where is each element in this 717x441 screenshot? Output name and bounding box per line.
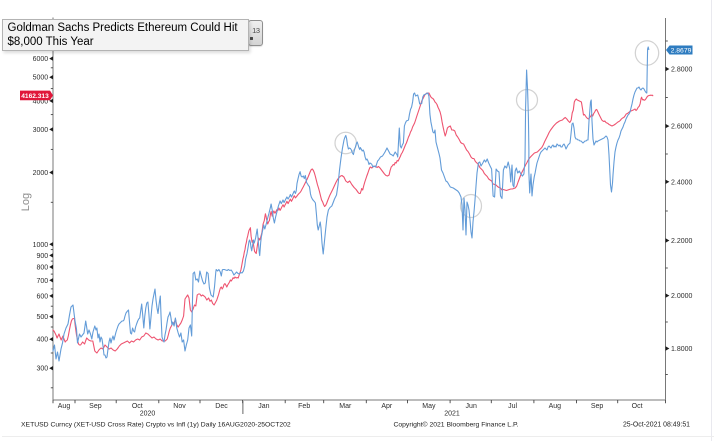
svg-text:Oct: Oct bbox=[132, 403, 143, 410]
svg-text:4162.313: 4162.313 bbox=[21, 93, 49, 100]
svg-text:600: 600 bbox=[37, 293, 49, 300]
svg-text:2.8679: 2.8679 bbox=[671, 47, 692, 54]
svg-text:Sep: Sep bbox=[591, 403, 604, 410]
svg-text:500: 500 bbox=[37, 314, 49, 321]
svg-text:2000: 2000 bbox=[33, 170, 49, 177]
svg-text:2.4000: 2.4000 bbox=[671, 179, 693, 186]
svg-text:Feb: Feb bbox=[298, 403, 310, 410]
svg-text:25-Oct-2021 08:49:51: 25-Oct-2021 08:49:51 bbox=[623, 421, 690, 428]
svg-text:Jul: Jul bbox=[508, 403, 517, 410]
svg-text:Jan: Jan bbox=[258, 403, 269, 410]
svg-text:2.0000: 2.0000 bbox=[671, 293, 693, 300]
svg-text:Mar: Mar bbox=[339, 403, 352, 410]
svg-text:Oct: Oct bbox=[632, 403, 643, 410]
svg-text:Nov: Nov bbox=[173, 403, 186, 410]
svg-text:Log: Log bbox=[20, 193, 32, 211]
svg-text:May: May bbox=[422, 403, 436, 410]
svg-text:1000: 1000 bbox=[33, 242, 49, 249]
svg-text:300: 300 bbox=[37, 366, 49, 373]
svg-text:2021: 2021 bbox=[444, 410, 460, 417]
svg-text:2020: 2020 bbox=[140, 410, 156, 417]
svg-text:1.8000: 1.8000 bbox=[671, 346, 693, 353]
svg-text:XETUSD Curncy (XET-USD Cross R: XETUSD Curncy (XET-USD Cross Rate) Crypt… bbox=[21, 421, 291, 428]
svg-text:Jun: Jun bbox=[466, 403, 477, 410]
svg-text:Sep: Sep bbox=[89, 403, 102, 410]
svg-text:Copyright© 2021 Bloomberg Fina: Copyright© 2021 Bloomberg Finance L.P. bbox=[393, 420, 518, 428]
svg-text:4000: 4000 bbox=[33, 98, 49, 105]
svg-text:2.6000: 2.6000 bbox=[671, 124, 693, 131]
svg-text:Apr: Apr bbox=[381, 403, 393, 410]
svg-text:2.2000: 2.2000 bbox=[671, 238, 693, 245]
svg-text:700: 700 bbox=[37, 278, 49, 285]
svg-text:Aug: Aug bbox=[549, 403, 562, 410]
svg-text:900: 900 bbox=[37, 253, 49, 260]
svg-text:800: 800 bbox=[37, 265, 49, 272]
svg-text:6000: 6000 bbox=[33, 56, 49, 63]
svg-text:2.8000: 2.8000 bbox=[671, 67, 693, 74]
svg-text:Aug: Aug bbox=[58, 403, 71, 410]
svg-text:3000: 3000 bbox=[33, 127, 49, 134]
svg-text:5000: 5000 bbox=[33, 75, 49, 82]
svg-text:Dec: Dec bbox=[215, 403, 228, 410]
svg-text:400: 400 bbox=[37, 337, 49, 344]
